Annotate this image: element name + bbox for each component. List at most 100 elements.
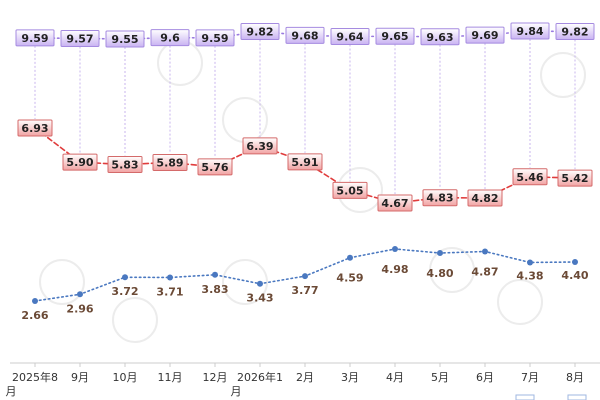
data-point [32, 298, 38, 304]
data-label-box [105, 30, 145, 48]
x-tick-label: 10月 [113, 371, 138, 384]
data-label-series-3: 3.72 [111, 285, 138, 298]
data-label-series-1: 9.68 [285, 26, 325, 44]
data-label-series-1: 9.84 [510, 22, 550, 40]
watermark-stamp [429, 247, 475, 293]
data-label-series-2: 5.89 [152, 154, 188, 172]
data-label-box [60, 29, 100, 47]
data-label-text: 9.6 [160, 32, 180, 45]
data-label-box [17, 119, 53, 137]
data-label-text: 5.83 [111, 159, 138, 172]
data-label-text: 9.57 [66, 32, 93, 45]
x-tick-label: 11月 [158, 371, 183, 384]
data-label-series-2: 6.39 [242, 137, 278, 155]
data-label-series-1: 9.59 [15, 29, 55, 47]
x-tick-label: 5月 [431, 371, 449, 384]
watermark-stamp [540, 52, 586, 98]
data-label-series-1: 9.82 [555, 23, 595, 41]
data-label-series-1: 9.63 [420, 28, 460, 46]
data-label-box [330, 28, 370, 46]
data-label-series-3: 4.98 [381, 263, 408, 276]
data-label-series-2: 4.67 [377, 194, 413, 212]
data-label-series-3: 3.77 [291, 284, 318, 297]
data-label-series-2: 6.93 [17, 119, 53, 137]
data-label-text: 5.89 [156, 157, 183, 170]
series-markers [32, 246, 578, 304]
data-label-text: 9.84 [516, 25, 543, 38]
data-label-text: 4.82 [471, 192, 498, 205]
data-label-text: 6.39 [246, 140, 273, 153]
data-label-box [152, 154, 188, 172]
data-label-text: 9.64 [336, 31, 363, 44]
data-label-text: 9.65 [381, 30, 408, 43]
data-label-text: 5.90 [66, 156, 93, 169]
data-label-series-3: 4.59 [336, 272, 363, 285]
data-label-text: 9.68 [291, 29, 318, 42]
data-label-text: 9.82 [561, 26, 588, 39]
x-tick-label: 4月 [386, 371, 404, 384]
data-label-series-1: 9.55 [105, 30, 145, 48]
data-point [527, 259, 533, 266]
data-label-text: 5.76 [201, 161, 228, 174]
data-label-series-3: 2.66 [21, 309, 48, 322]
data-label-text: 9.59 [21, 32, 48, 45]
x-tick-label: 9月 [71, 371, 89, 384]
data-point [572, 259, 578, 265]
data-label-series-1: 9.69 [465, 26, 505, 44]
data-label-series-2: 5.05 [332, 181, 368, 199]
data-label-box [195, 29, 235, 47]
data-label-box [555, 23, 595, 41]
data-label-text: 5.91 [291, 156, 318, 169]
data-label-series-3: 3.43 [246, 292, 273, 305]
data-label-box [512, 168, 548, 186]
data-point [302, 273, 308, 280]
data-label-box [420, 28, 460, 46]
data-label-text: 4.67 [381, 197, 408, 210]
data-label-box [422, 189, 458, 207]
data-label-series-3: 3.83 [201, 283, 228, 296]
data-point [122, 274, 128, 281]
data-label-box [332, 181, 368, 199]
data-point [347, 254, 353, 261]
data-label-box [240, 23, 280, 41]
data-label-series-3: 4.40 [561, 269, 588, 282]
data-label-text: 5.05 [336, 184, 363, 197]
data-label-text: 9.63 [426, 31, 453, 44]
data-label-box [557, 169, 593, 187]
data-point [257, 280, 263, 287]
data-label-series-1: 9.65 [375, 27, 415, 45]
watermark-stamp [222, 259, 268, 305]
data-point [77, 291, 83, 298]
data-label-text: 9.69 [471, 29, 498, 42]
x-axis-ticks: 2025年8 月 9月 10月 11月 12月 2026年1 月 2月 3月 4月 5月 6月 7月 8月 [6, 363, 584, 398]
data-label-box [287, 153, 323, 171]
data-label-series-3: 3.71 [156, 285, 183, 298]
data-point [437, 250, 443, 257]
data-label-series-2: 5.91 [287, 153, 323, 171]
connector-lines [34, 39, 576, 194]
data-label-series-3: 4.38 [516, 269, 543, 282]
data-point [482, 248, 488, 255]
data-point [212, 271, 218, 278]
x-tick-label: 3月 [341, 371, 359, 384]
data-label-series-1: 9.64 [330, 28, 370, 46]
data-label-series-3: 2.96 [66, 302, 93, 315]
data-label-box [15, 29, 55, 47]
data-label-box [510, 22, 550, 40]
data-label-text: 9.55 [111, 33, 138, 46]
data-label-series-2: 5.42 [557, 169, 593, 187]
data-label-series-2: 4.82 [467, 189, 503, 207]
data-labels: 9.59 9.57 9.55 9.6 9.59 9.82 9.68 9.64 9.65 9.63 9… [15, 22, 595, 322]
data-label-box [107, 156, 143, 174]
data-label-box [467, 189, 503, 207]
x-tick-label: 7月 [521, 371, 539, 384]
data-label-text: 6.93 [21, 122, 48, 135]
corner-box-left [515, 394, 535, 400]
x-tick-label: 2025年8 月 [6, 370, 59, 398]
data-label-series-2: 5.83 [107, 156, 143, 174]
data-label-series-1: 9.59 [195, 29, 235, 47]
data-label-series-2: 5.46 [512, 168, 548, 186]
data-label-series-1: 9.6 [150, 29, 190, 47]
